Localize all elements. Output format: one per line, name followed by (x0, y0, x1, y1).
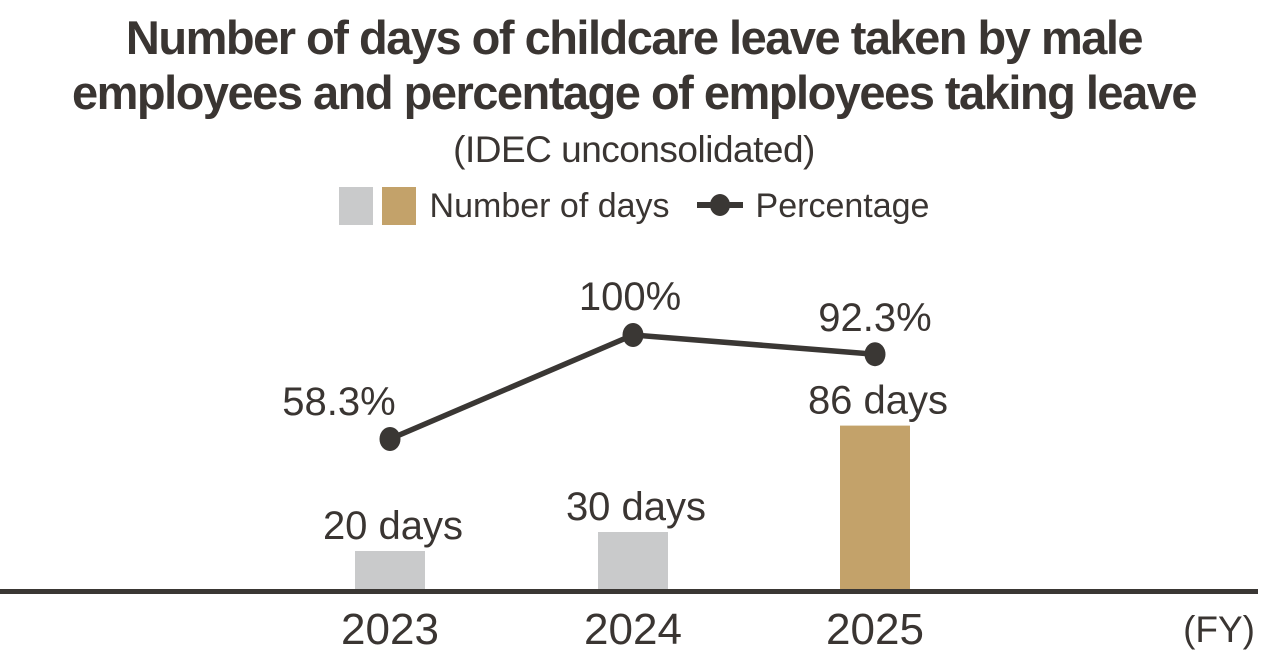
bar-value-label: 86 days (808, 379, 948, 423)
combo-chart-svg: 20 days 30 days 86 days 58.3% 100% 92.3% 2023 2… (0, 275, 1258, 654)
x-tick-label: 2023 (341, 605, 439, 654)
legend-line-label: Percentage (755, 186, 930, 225)
percentage-value-label: 92.3% (818, 296, 931, 340)
legend-line-marker-icon (696, 187, 744, 226)
percentage-value-label: 58.3% (282, 380, 395, 424)
bar (598, 532, 668, 589)
chart-title-line-1: Number of days of childcare leave taken … (125, 11, 1144, 64)
x-tick-label: 2025 (826, 605, 924, 654)
bar-value-label: 20 days (323, 504, 463, 548)
x-axis-line (0, 589, 1258, 594)
x-tick-label: 2024 (584, 605, 682, 654)
line-point-dot (864, 342, 886, 367)
chart-title: Number of days of childcare leave taken … (0, 10, 1268, 121)
legend-gray-bar-swatch-icon (338, 187, 373, 226)
legend-bars-label: Number of days (429, 186, 670, 225)
bar (355, 551, 425, 589)
bar (840, 425, 910, 589)
chart-legend: Number of days Percentage (0, 187, 1268, 226)
line-point-dot (379, 426, 401, 451)
bar-value-label: 30 days (566, 485, 706, 529)
x-axis-unit-note: (FY) (1183, 609, 1255, 650)
percentage-value-label: 100% (579, 275, 681, 319)
line-point-dot (622, 323, 644, 347)
chart-header: Number of days of childcare leave taken … (0, 0, 1268, 226)
chart-plot-area: 20 days 30 days 86 days 58.3% 100% 92.3% 2023 2… (0, 250, 1268, 654)
legend-gold-bar-swatch-icon (381, 187, 416, 226)
percentage-line (388, 332, 876, 442)
chart-title-line-2: employees and percentage of employees ta… (72, 66, 1197, 120)
chart-subtitle: (IDEC unconsolidated) (453, 128, 815, 170)
